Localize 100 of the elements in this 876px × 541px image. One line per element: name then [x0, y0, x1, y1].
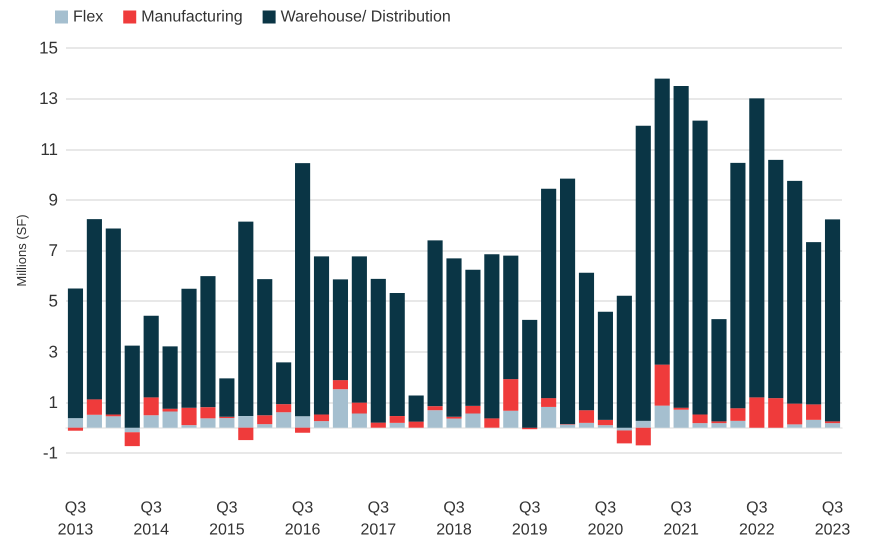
bar	[560, 178, 576, 424]
bar	[522, 320, 538, 428]
bar	[276, 362, 292, 404]
bar	[484, 254, 500, 418]
bar	[636, 126, 651, 421]
bar	[636, 428, 651, 446]
bar	[503, 379, 518, 411]
x-tick-label: Q3 2018	[436, 500, 472, 538]
bar	[332, 279, 348, 380]
y-tick-label: -1	[42, 444, 58, 462]
bar	[654, 406, 670, 428]
y-tick-label: 7	[48, 241, 58, 260]
x-tick-label: Q3 2019	[512, 500, 548, 538]
bar	[578, 410, 594, 423]
bar	[749, 98, 764, 398]
x-tick-label: Q3 2020	[588, 500, 624, 538]
bar	[465, 270, 480, 406]
x-tick-label: Q3 2014	[133, 500, 170, 538]
bar	[162, 346, 178, 409]
bar	[181, 425, 197, 428]
bar	[257, 415, 272, 424]
bar	[692, 120, 708, 415]
bar	[68, 428, 84, 431]
y-tick-label: 1	[48, 392, 58, 412]
x-tick-label: Q3 2013	[58, 500, 94, 538]
bar	[352, 414, 367, 428]
bar	[711, 319, 727, 422]
bar	[124, 432, 140, 446]
bar	[219, 378, 234, 417]
bar	[238, 222, 254, 416]
bar	[787, 424, 802, 428]
legend-label: Flex	[73, 8, 104, 26]
bar	[674, 410, 689, 428]
bar	[408, 422, 424, 428]
bar	[654, 78, 670, 365]
bar	[806, 420, 822, 428]
bar	[730, 420, 746, 428]
bar	[144, 397, 159, 416]
x-tick-label: Q3 2015	[209, 500, 245, 538]
bar	[787, 404, 802, 424]
bar	[824, 423, 840, 428]
y-axis-title: Millions (SF)	[14, 214, 29, 287]
bar	[238, 416, 254, 428]
bar	[86, 414, 102, 428]
bar	[200, 418, 216, 428]
bar	[314, 421, 330, 428]
bar	[144, 415, 159, 428]
bar	[200, 407, 216, 418]
y-tick-label: 9	[48, 190, 58, 210]
bar	[332, 389, 348, 428]
bar	[446, 258, 462, 417]
x-tick-label: Q3 2017	[360, 500, 396, 538]
bar	[257, 279, 272, 416]
y-tick-label: 15	[39, 38, 58, 58]
bar	[598, 420, 613, 426]
bar	[390, 422, 405, 428]
x-tick-label: Q3 2016	[284, 500, 320, 538]
x-tick-label: Q3 2022	[739, 500, 775, 538]
bar	[768, 160, 784, 398]
bar	[428, 410, 443, 428]
bar	[295, 416, 310, 428]
bar	[144, 316, 159, 398]
bar	[787, 180, 802, 404]
bar	[295, 163, 310, 416]
bar	[68, 418, 84, 428]
bar	[446, 418, 462, 428]
x-tick-label: Q3 2023	[814, 500, 850, 538]
y-tick-label: 11	[40, 140, 58, 159]
bar	[370, 422, 386, 428]
bar	[578, 272, 594, 410]
bar	[106, 228, 121, 415]
bar	[768, 398, 784, 428]
bar	[162, 408, 178, 412]
bar	[711, 423, 727, 428]
bar	[314, 256, 330, 415]
bar	[598, 425, 613, 428]
bar	[503, 410, 518, 428]
bar	[352, 402, 367, 414]
bar	[314, 414, 330, 422]
bar	[106, 416, 121, 428]
y-tick-label: 13	[39, 89, 58, 108]
bar	[162, 411, 178, 428]
bar	[276, 404, 292, 412]
bar	[124, 428, 140, 432]
bar	[332, 380, 348, 390]
bar	[181, 408, 197, 426]
bar	[598, 312, 613, 420]
bar	[824, 219, 840, 422]
bar	[68, 288, 84, 418]
bar	[428, 240, 443, 406]
bar	[692, 423, 708, 428]
bar	[806, 242, 822, 404]
bar	[541, 406, 556, 428]
bar	[749, 397, 764, 428]
bar	[692, 414, 708, 424]
bar	[428, 406, 443, 410]
bar	[390, 293, 405, 416]
y-tick-label: 3	[48, 342, 58, 362]
bar	[200, 276, 216, 408]
bar	[484, 418, 500, 428]
